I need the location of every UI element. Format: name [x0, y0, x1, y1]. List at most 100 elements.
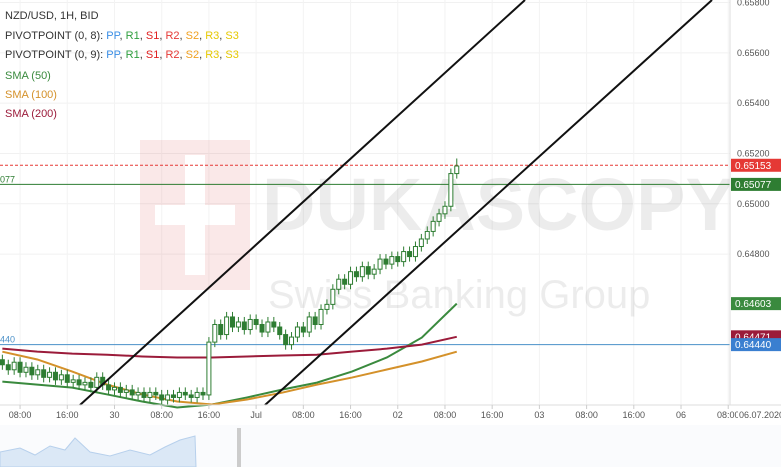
- candle-body: [283, 334, 289, 346]
- candle-body: [277, 326, 283, 336]
- candle-body: [377, 258, 383, 270]
- candle-body: [47, 371, 53, 378]
- price-tag: [731, 158, 781, 172]
- candle-body: [147, 391, 153, 398]
- candle-body: [253, 318, 259, 326]
- candle-body: [424, 230, 430, 240]
- candle-body: [123, 389, 129, 393]
- legend-item: PP: [106, 30, 120, 42]
- candle-body: [412, 246, 418, 258]
- watermark-subtitle: Swiss Banking Group: [268, 273, 650, 317]
- candle-body: [330, 288, 336, 305]
- candle-body: [348, 271, 354, 285]
- x-tick-label: 16:00: [623, 410, 646, 420]
- logo-cross: [155, 205, 235, 225]
- candle-body: [94, 376, 100, 388]
- sma-line: [2, 350, 458, 406]
- x-tick-label: 16:00: [56, 410, 79, 420]
- candle-body: [159, 394, 165, 401]
- candle-body: [29, 366, 35, 376]
- candle-body: [407, 251, 413, 258]
- date-label: 06.07.2020: [739, 410, 781, 420]
- candle-body: [353, 271, 359, 278]
- candle-body: [389, 256, 395, 265]
- legend-item: PP: [106, 49, 120, 61]
- candle-body: [436, 213, 442, 222]
- candle-body: [165, 394, 171, 401]
- y-tick-label: 0.64800: [737, 249, 770, 259]
- candle-body: [182, 391, 188, 396]
- x-tick-label: 16:00: [339, 410, 362, 420]
- candle-body: [324, 303, 330, 310]
- candle-body: [224, 316, 230, 336]
- candle-body: [430, 220, 436, 232]
- candle-body: [230, 316, 236, 328]
- candle-body: [265, 321, 271, 333]
- candle-body: [247, 318, 253, 331]
- candle-body: [383, 258, 389, 265]
- x-tick-label: 30: [109, 410, 119, 420]
- x-tick-label: 16:00: [198, 410, 221, 420]
- candle-body: [70, 379, 76, 383]
- candle-body: [365, 266, 371, 275]
- x-tick-label: 03: [534, 410, 544, 420]
- legend-item: S3: [225, 49, 238, 61]
- candle-body: [442, 205, 448, 215]
- x-tick-label: 02: [393, 410, 403, 420]
- legend-label: PIVOTPOINT (0, 8): PP, R1, S1, R2, S2, R…: [5, 30, 239, 42]
- legend-item: R3: [205, 30, 219, 42]
- trend-line: [264, 0, 713, 406]
- candle-body: [23, 366, 29, 373]
- x-tick-label: 16:00: [481, 410, 504, 420]
- candle-body: [235, 321, 241, 328]
- x-tick-label: 08:00: [575, 410, 598, 420]
- candle-body: [35, 369, 41, 376]
- candle-body: [218, 324, 224, 336]
- price-tag-label: 0.65153: [735, 161, 772, 172]
- legend-label-text: PIVOTPOINT (0, 8):: [5, 30, 103, 42]
- candle-body: [306, 316, 312, 333]
- candle-body: [300, 326, 306, 333]
- price-tag: [731, 338, 781, 352]
- candle-body: [106, 384, 112, 391]
- legend-item: SMA (100): [5, 89, 57, 101]
- price-tag-label: 0.64440: [735, 340, 772, 351]
- candle-body: [454, 165, 460, 175]
- legend-item: S3: [225, 30, 238, 42]
- candle-body: [271, 321, 277, 328]
- navigator-handle[interactable]: [237, 428, 241, 467]
- candle-body: [342, 278, 348, 285]
- x-tick-label: Jul: [250, 410, 262, 420]
- price-tag-label: 0.64471: [735, 332, 772, 343]
- axes: 0.65800 0.65600 0.65400 0.65200 0.65000 0.648…: [9, 0, 781, 422]
- legend-item: R2: [165, 49, 179, 61]
- candle-body: [153, 391, 159, 396]
- x-tick-label: 08:00: [717, 410, 740, 420]
- candle-body: [171, 394, 177, 398]
- price-tag-label: 0.65077: [735, 180, 772, 191]
- trend-line: [79, 0, 526, 406]
- watermark-logo: [140, 140, 250, 290]
- candle-body: [194, 391, 200, 398]
- legend-item: R1: [126, 49, 140, 61]
- candle-body: [117, 386, 123, 393]
- x-tick-label: 08:00: [292, 410, 315, 420]
- candle-body: [11, 361, 17, 371]
- legend-item: S2: [186, 30, 199, 42]
- candle-body: [259, 324, 265, 333]
- candle-body: [111, 386, 117, 391]
- candle-body: [135, 391, 141, 396]
- candle-body: [401, 251, 407, 263]
- navigator: [0, 425, 781, 468]
- navigator-area: [0, 435, 197, 468]
- candle-body: [318, 308, 324, 326]
- candle-body: [17, 361, 23, 373]
- candle-body: [88, 381, 94, 388]
- candle-body: [76, 379, 82, 386]
- sma-line: [2, 335, 457, 359]
- candle-body: [359, 266, 365, 278]
- legend-item: R1: [126, 30, 140, 42]
- candle-body: [82, 381, 88, 386]
- candle-body: [129, 389, 135, 396]
